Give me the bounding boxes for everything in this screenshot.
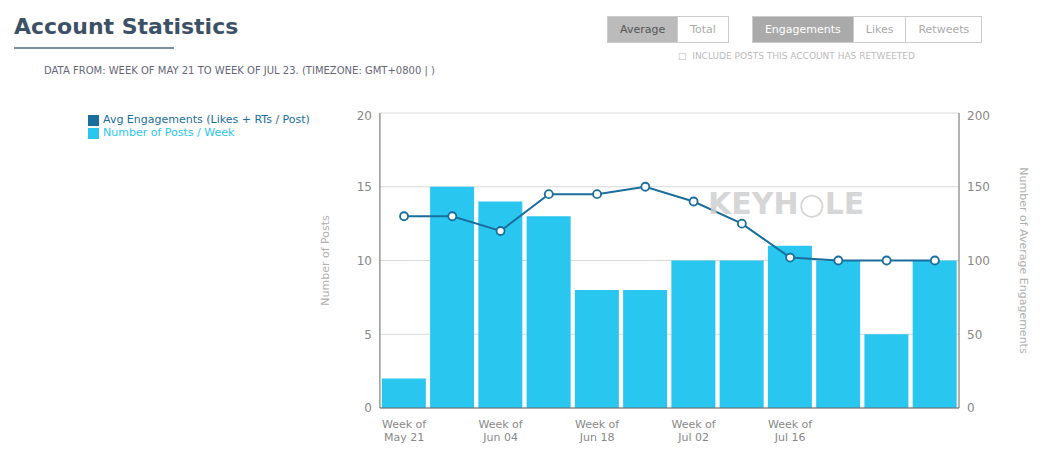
html-text:Avg Engagements (Likes + RTs /: Avg Engagements (Likes + RTs / Post) (103, 113, 310, 126)
html-text:Engagements: Engagements (764, 23, 841, 36)
svg-text:Week ofJun 04: Week ofJun 04 (478, 418, 523, 444)
html-text:Retweets: Retweets (918, 23, 970, 36)
html-text:Total: Total (690, 23, 716, 36)
svg-text:10: 10 (357, 254, 372, 268)
svg-text:100: 100 (967, 254, 990, 268)
html-text:Average: Average (620, 23, 666, 36)
svg-text:50: 50 (967, 328, 982, 342)
html-text:Likes: Likes (865, 23, 894, 36)
svg-text:150: 150 (967, 180, 990, 194)
svg-text:Number of Posts: Number of Posts (319, 215, 332, 306)
svg-text:Number of Average Engagements: Number of Average Engagements (1017, 167, 1030, 354)
svg-text:15: 15 (357, 180, 372, 194)
html-text:Number of Posts / Week: Number of Posts / Week (103, 126, 235, 139)
svg-text:Week ofJul 02: Week ofJul 02 (671, 418, 716, 444)
html-text:KEYH○LE: KEYH○LE (708, 186, 865, 221)
svg-text:Week ofJul 16: Week ofJul 16 (768, 418, 813, 444)
svg-text:0: 0 (967, 401, 975, 415)
svg-text:20: 20 (357, 109, 372, 123)
svg-text:200: 200 (967, 109, 990, 123)
svg-text:Week ofMay 21: Week ofMay 21 (382, 418, 427, 444)
svg-text:0: 0 (364, 401, 372, 415)
html-text:□ INCLUDE POSTS THIS ACCOUNT H: □ INCLUDE POSTS THIS ACCOUNT HAS RETWEET… (678, 51, 915, 61)
html-text:Account Statistics: Account Statistics (14, 14, 239, 39)
html-text:DATA FROM: WEEK OF MAY 21 TO W: DATA FROM: WEEK OF MAY 21 TO WEEK OF JUL… (44, 65, 435, 76)
svg-text:5: 5 (364, 328, 372, 342)
svg-text:Week ofJun 18: Week ofJun 18 (575, 418, 620, 444)
